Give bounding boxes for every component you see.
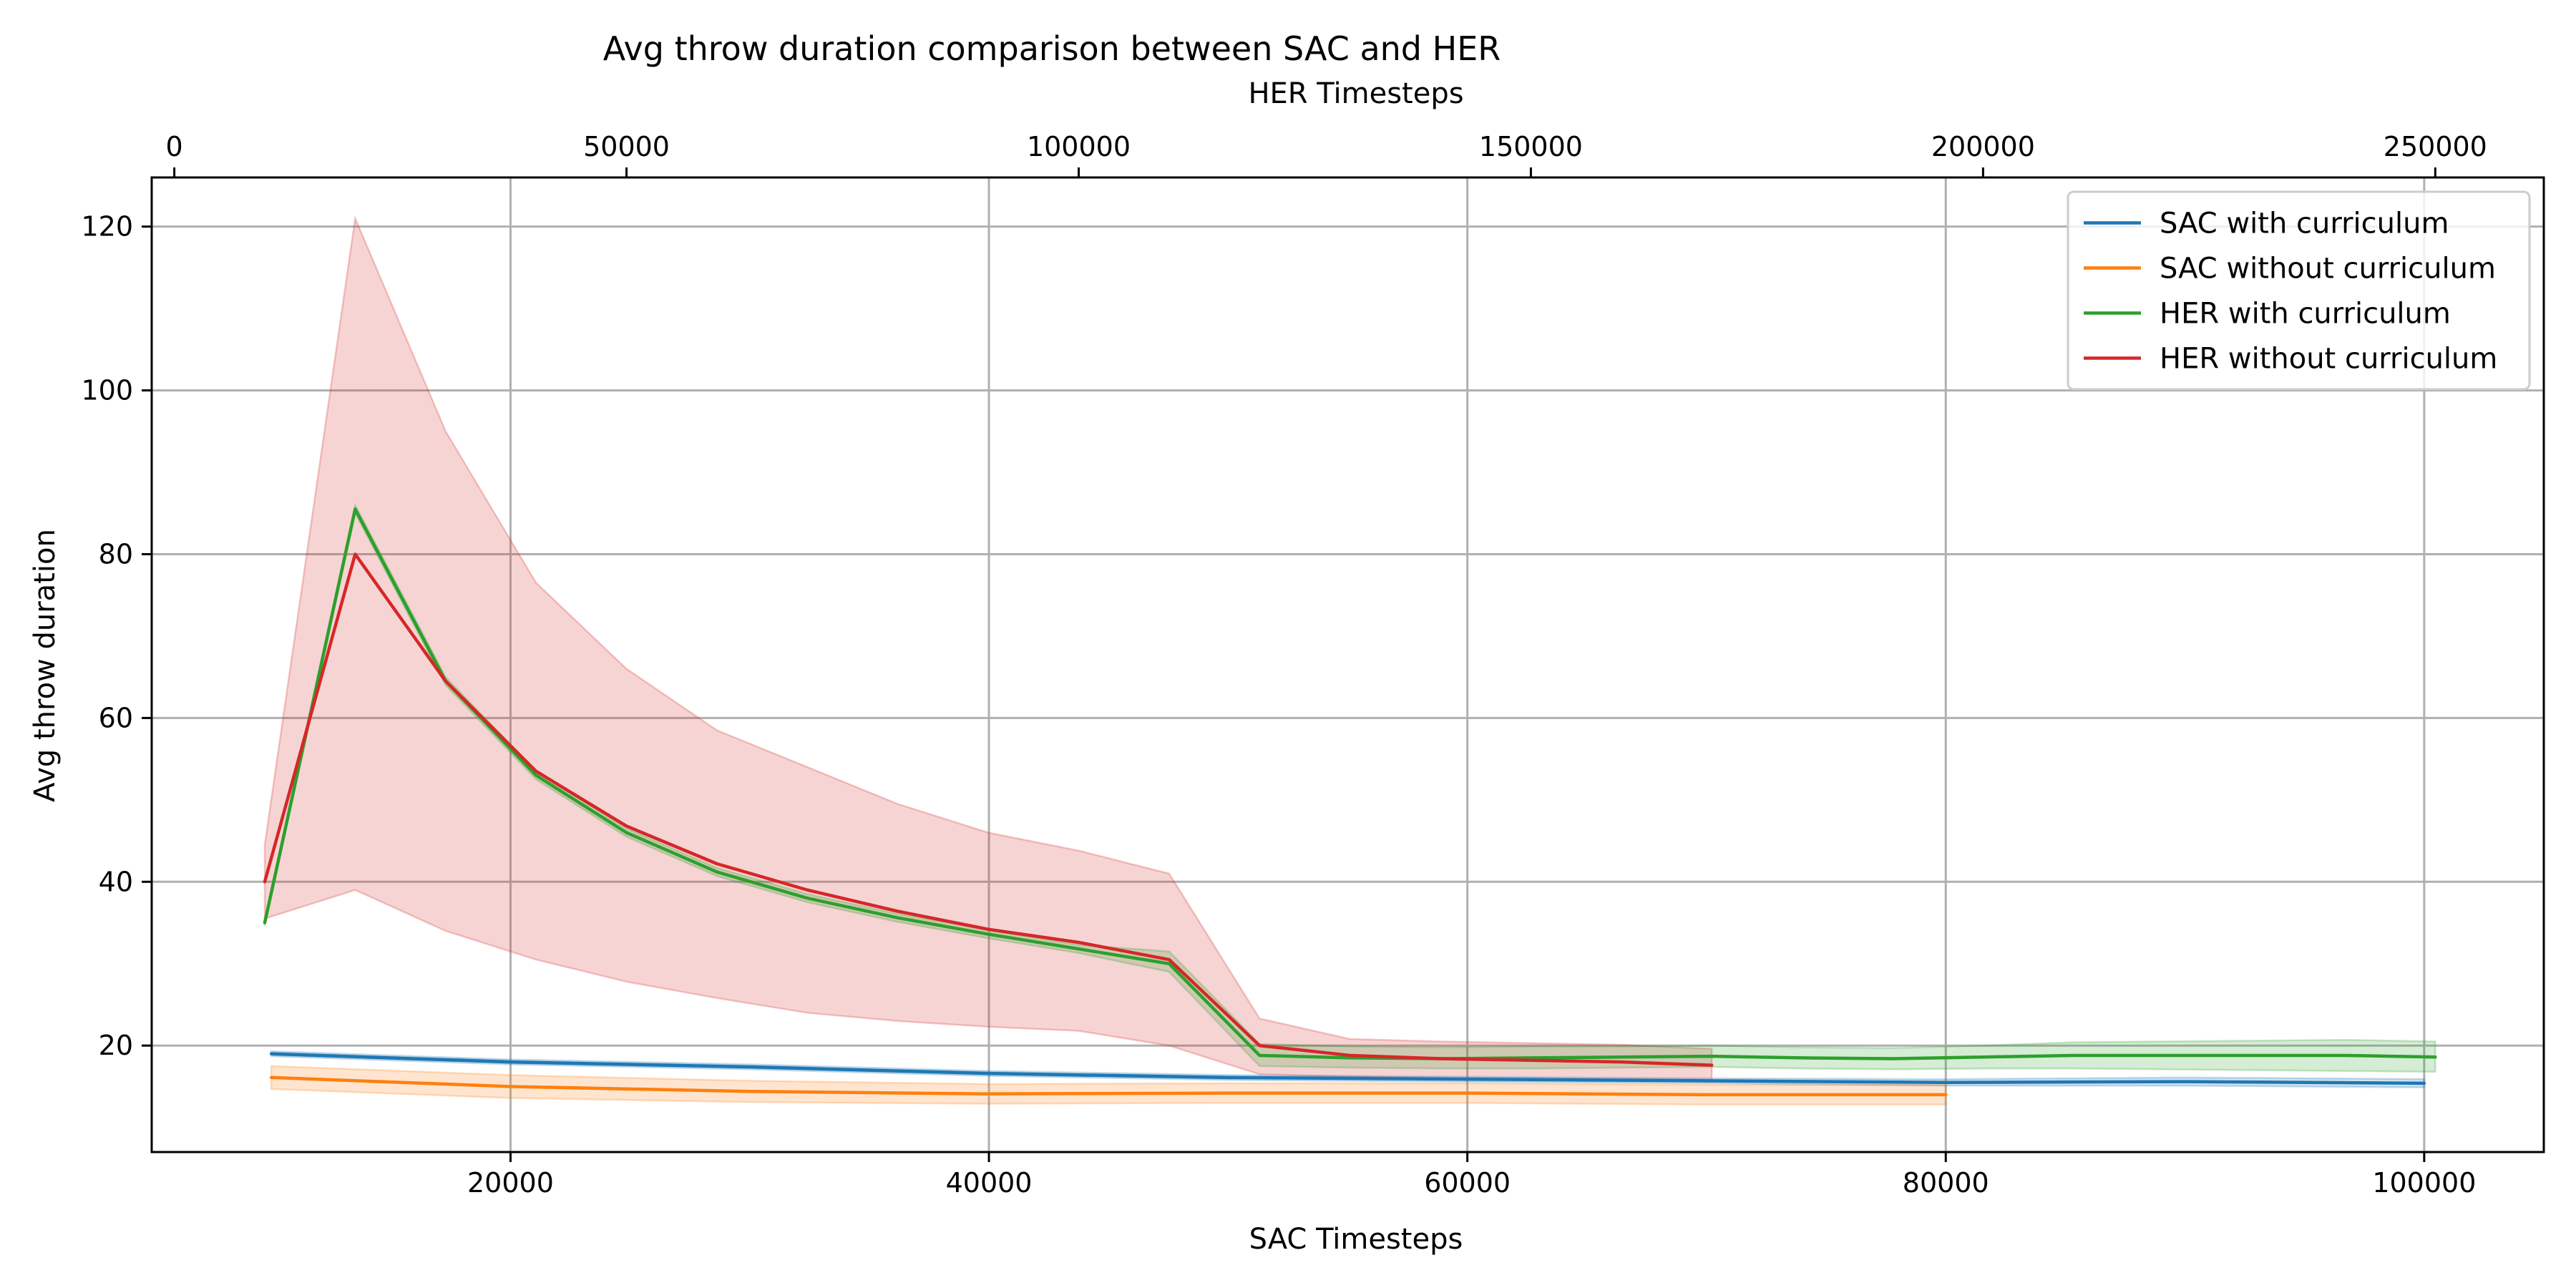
- line-sac-without-curriculum: [269, 1075, 1948, 1097]
- y-tick-label: 60: [99, 702, 133, 733]
- y-tick-label: 100: [81, 375, 133, 406]
- legend-label: SAC without curriculum: [2160, 253, 2496, 286]
- y-tick-label: 40: [99, 866, 133, 897]
- legend-label: HER without curriculum: [2160, 343, 2497, 376]
- axis-ticks: 20000 40000 60000 80000 100000 0 50000 100000 15…: [81, 131, 2487, 1199]
- plot-frame: [150, 176, 2545, 1153]
- x-tick-label: 40000: [946, 1167, 1033, 1199]
- x2-tick-label: 50000: [583, 131, 670, 162]
- y-axis-label: Avg throw duration: [29, 529, 62, 802]
- x-tick-label: 100000: [2372, 1167, 2476, 1199]
- top-x-axis-label: HER Timesteps: [1248, 77, 1463, 110]
- legend-label: SAC with curriculum: [2160, 208, 2449, 240]
- grid: [152, 177, 2544, 1152]
- legend: SAC with curriculum SAC without curriculu…: [2067, 190, 2531, 391]
- x2-tick-label: 200000: [1931, 131, 2035, 162]
- chart-title: Avg throw duration comparison between SA…: [603, 29, 1501, 68]
- legend-label: HER with curriculum: [2160, 298, 2451, 331]
- x2-tick-label: 250000: [2384, 131, 2487, 162]
- line-her-without-curriculum: [263, 552, 1714, 1067]
- y-tick-label: 120: [81, 211, 133, 243]
- x2-tick-label: 150000: [1479, 131, 1583, 162]
- x-tick-label: 80000: [1903, 1167, 1989, 1199]
- x2-tick-label: 100000: [1027, 131, 1131, 162]
- x2-tick-label: 0: [166, 131, 183, 162]
- y-tick-label: 20: [99, 1030, 133, 1061]
- bottom-x-axis-label: SAC Timesteps: [1249, 1223, 1463, 1256]
- x-tick-label: 20000: [467, 1167, 554, 1199]
- legend-box: [2067, 190, 2531, 391]
- x-tick-label: 60000: [1424, 1167, 1511, 1199]
- band-sac-with-curriculum: [270, 1050, 2426, 1088]
- series-lines: [263, 507, 2437, 1097]
- line-her-with-curriculum: [263, 507, 2437, 1060]
- line-sac-with-curriculum: [269, 1052, 2426, 1085]
- y-tick-label: 80: [99, 538, 133, 570]
